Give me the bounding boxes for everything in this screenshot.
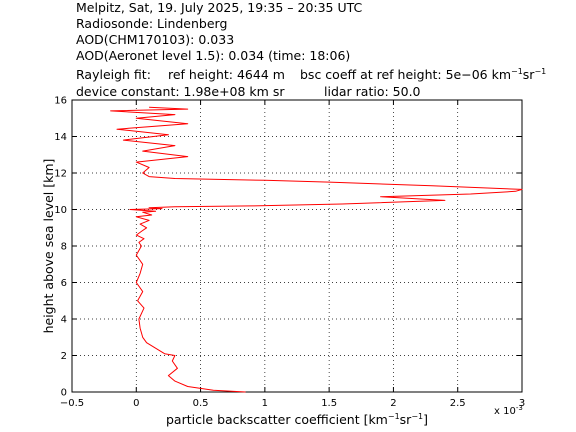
y-axis-label: height above sea level [km] [41,159,56,334]
bsc-coeff-label: bsc coeff at ref height: 5e−06 km−1sr−1 [300,67,546,82]
x-tick-label: 2 [390,398,396,409]
bsc-coeff-text: bsc coeff at ref height: 5e−06 km [300,67,511,83]
x-tick-label: 0.5 [193,398,209,409]
x-multiplier-exp: -3 [516,404,523,412]
x-tick-label: 2.5 [450,398,466,409]
backscatter-profile-line [110,106,523,393]
y-tick-label: 2 [61,351,67,362]
bsc-coeff-exp-2: −1 [534,67,547,76]
device-constant-label: device constant: 1.98e+08 km sr [76,84,285,99]
rayleigh-fit-label: Rayleigh fit: [76,67,151,82]
grid-lines [72,100,522,392]
x-tick-label: −0.5 [60,398,84,409]
x-multiplier-label: x 10-3 [494,404,523,417]
x-axis-label-exp-2: −1 [411,412,423,421]
y-tick-label: 0 [61,388,67,399]
bsc-coeff-sr: sr [522,67,535,83]
x-multiplier-base: x 10 [494,406,516,417]
x-axis-label: particle backscatter coefficient [km−1sr… [166,412,428,427]
x-tick-label: 1 [262,398,268,409]
title-line-radiosonde: Radiosonde: Lindenberg [76,16,228,31]
x-tick-label: 3 [519,398,525,409]
x-axis-label-exp-1: −1 [388,412,400,421]
y-tick-label: 14 [54,132,67,143]
y-tick-label: 4 [61,315,67,326]
series-group [110,106,523,393]
ref-height-label: ref height: 4644 m [168,67,285,82]
x-tick-label: 1.5 [321,398,337,409]
x-axis-label-bracket: ] [423,412,428,427]
y-tick-label: 12 [54,169,67,180]
lidar-ratio-label: lidar ratio: 50.0 [324,84,421,99]
y-tick-label: 16 [54,96,67,107]
title-line-location-time: Melpitz, Sat, 19. July 2025, 19:35 – 20:… [76,0,363,15]
y-tick-label: 8 [61,242,67,253]
title-line-aod-aeronet: AOD(Aeronet level 1.5): 0.034 (time: 18:… [76,48,351,63]
y-tick-label: 6 [61,278,67,289]
x-axis-label-text: particle backscatter coefficient [km [166,412,388,427]
title-line-aod-chm: AOD(CHM170103): 0.033 [76,32,235,47]
bsc-coeff-exp-1: −1 [511,67,523,76]
y-tick-label: 10 [54,205,67,216]
x-axis-label-sr: sr [400,412,413,427]
x-tick-label: 0 [133,398,139,409]
